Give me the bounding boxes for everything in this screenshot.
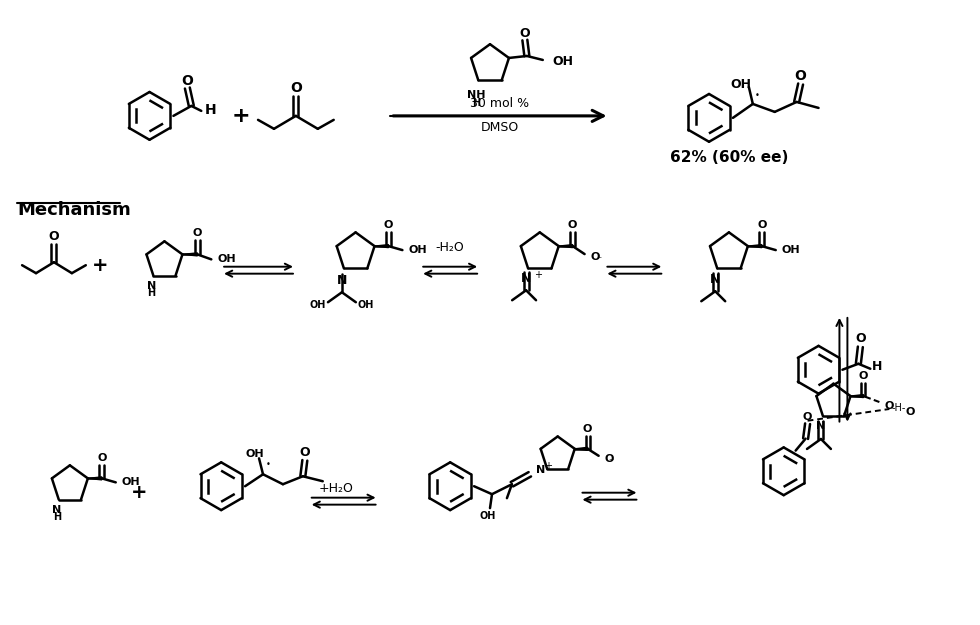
Text: O: O	[49, 230, 59, 243]
Text: O: O	[858, 371, 868, 381]
Text: O: O	[97, 454, 107, 464]
Text: O: O	[591, 252, 600, 262]
Text: O: O	[803, 412, 812, 422]
Polygon shape	[182, 253, 197, 256]
Text: OH: OH	[553, 56, 573, 69]
Text: OH: OH	[122, 478, 140, 488]
Text: OH: OH	[480, 511, 496, 521]
Text: +: +	[232, 106, 251, 126]
Polygon shape	[748, 244, 761, 248]
Text: +: +	[131, 482, 148, 502]
Polygon shape	[851, 394, 863, 398]
Text: N: N	[710, 273, 720, 286]
Text: OH: OH	[730, 78, 752, 91]
Text: NH: NH	[467, 90, 485, 100]
Text: N: N	[52, 504, 62, 514]
Text: OH: OH	[409, 245, 427, 255]
Text: •: •	[755, 91, 760, 101]
Text: H: H	[147, 289, 156, 299]
Text: OH: OH	[782, 245, 801, 255]
Text: N: N	[521, 272, 531, 286]
Text: O: O	[884, 401, 894, 411]
Polygon shape	[374, 244, 388, 248]
Text: -H₂O: -H₂O	[436, 241, 465, 254]
Text: ⁻: ⁻	[608, 457, 613, 467]
Text: O: O	[906, 407, 914, 417]
Text: N: N	[337, 274, 347, 288]
Text: 30 mol %: 30 mol %	[470, 98, 529, 111]
Text: •: •	[266, 460, 270, 469]
Text: N: N	[816, 421, 825, 431]
Text: N: N	[147, 281, 156, 291]
Text: +: +	[544, 461, 552, 471]
Text: O: O	[290, 81, 302, 95]
Text: ⁻: ⁻	[597, 255, 602, 265]
Text: +H₂O: +H₂O	[318, 482, 353, 495]
Text: O: O	[193, 229, 202, 239]
Text: H: H	[53, 512, 61, 522]
Text: O: O	[758, 220, 766, 230]
Polygon shape	[559, 244, 572, 248]
Text: O: O	[605, 454, 614, 464]
Text: Mechanism: Mechanism	[17, 201, 131, 219]
Text: OH: OH	[218, 254, 236, 264]
Text: O: O	[519, 27, 530, 39]
Text: OH: OH	[358, 300, 374, 310]
Text: -H-: -H-	[892, 403, 906, 413]
Polygon shape	[88, 477, 102, 480]
Text: OH: OH	[310, 300, 326, 310]
Polygon shape	[574, 448, 588, 451]
Text: O: O	[300, 446, 310, 459]
Text: N: N	[536, 465, 545, 475]
Text: O: O	[181, 74, 193, 88]
Text: +: +	[91, 256, 108, 275]
Text: O: O	[568, 220, 577, 230]
Text: H: H	[872, 360, 883, 373]
Text: OH: OH	[246, 449, 265, 459]
Text: O: O	[795, 69, 807, 83]
Text: 62% (60% ee): 62% (60% ee)	[669, 150, 788, 165]
Text: H: H	[204, 103, 216, 117]
Text: DMSO: DMSO	[481, 121, 519, 134]
Text: +: +	[534, 271, 542, 281]
Text: O: O	[384, 220, 393, 230]
Text: O: O	[583, 424, 592, 434]
Text: O: O	[855, 332, 865, 346]
Text: H: H	[472, 98, 480, 108]
